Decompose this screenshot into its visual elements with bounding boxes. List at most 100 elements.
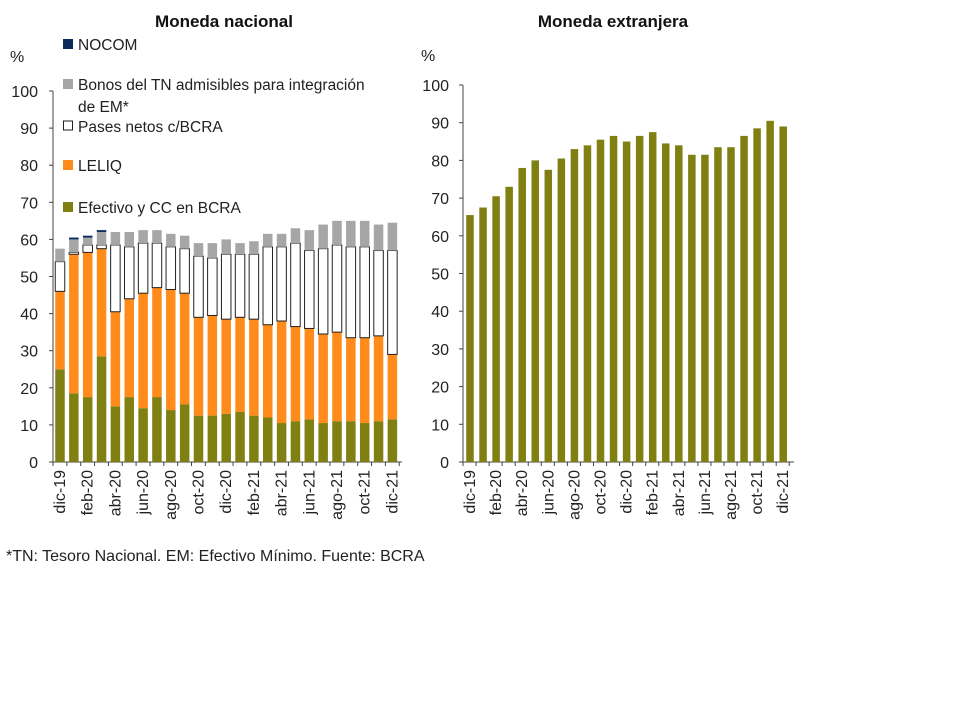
y-tick-label: 50 [431,267,449,284]
x-tick-label: feb-20 [488,470,505,515]
bar-bonos [166,233,176,247]
y-tick-label: 40 [431,304,449,321]
bar-pases [68,251,80,255]
bar-leliq [55,291,65,370]
bar-fx [583,145,592,462]
x-tick-label: oct-21 [357,470,374,515]
bar-efectivo [152,397,162,462]
y-tick-label: 70 [431,191,449,208]
bar-fx [557,158,566,462]
legend-label-bonos-line2: de EM* [78,99,129,116]
bar-pases [359,246,370,339]
bar-bonos [124,231,134,247]
bar-leliq [387,354,398,420]
bar-efectivo [263,417,273,462]
bar-efectivo [373,421,384,462]
bar-leliq [304,328,315,420]
x-tick-label: dic-21 [775,470,792,514]
bar-bonos [332,220,342,245]
bar-fx [662,143,670,462]
bar-pases [290,242,301,328]
bar-bonos [249,241,259,255]
bar-fx [492,196,500,462]
bar-efectivo [69,393,79,462]
y-tick-label: 0 [29,455,38,472]
bar-efectivo [96,356,107,462]
bar-bonos [69,239,79,253]
x-tick-label: abr-20 [107,470,124,516]
bar-pases [234,253,246,318]
bar-fx [518,167,526,462]
bar-pases [220,253,232,320]
bar-leliq [373,335,384,422]
bar-pases [207,257,218,316]
legend-label-bonos: Bonos del TN admisibles para integración [78,77,365,94]
x-tick-label: dic-19 [462,470,479,514]
bar-efectivo [221,413,231,462]
bar-leliq [263,324,273,418]
y-tick-label: 100 [422,78,449,95]
bar-efectivo [207,415,218,462]
y-tick-label: 90 [431,116,449,133]
x-tick-label: dic-19 [52,470,69,514]
bar-bonos [276,233,287,247]
x-tick-label: dic-20 [218,470,235,514]
y-tick-label: 90 [20,121,38,138]
bar-efectivo [82,397,93,462]
bar-efectivo [124,397,134,462]
bar-pases [331,244,343,333]
bar-leliq [152,287,162,398]
bar-efectivo [332,421,342,462]
bar-fx [688,154,696,462]
y-tick-label: 10 [20,418,38,435]
bar-bonos [96,231,107,245]
legend-swatch-bonos [63,79,73,89]
bar-pases [110,244,121,313]
chart-moneda-extranjera: Moneda extranjera% 0 10 20 30 40 50 60 70 80 90 100… [421,12,794,520]
bar-efectivo [276,423,287,462]
chart-title: Moneda extranjera [538,12,689,31]
y-tick-label: 80 [431,153,449,170]
bar-efectivo [318,423,328,462]
y-tick-label: 50 [20,270,38,287]
legend-label-pases: Pases netos c/BCRA [78,119,223,136]
bar-fx [479,207,487,462]
x-tick-label: dic-21 [384,470,401,514]
bar-efectivo [249,415,259,462]
chart-moneda-nacional: Moneda nacional% 0 10 20 30 40 50 60 70 80 90 100 di… [10,12,402,520]
bar-bonos [304,230,315,251]
bar-bonos [179,235,190,249]
bar-pases [304,250,315,329]
x-tick-label: jun-20 [135,470,152,516]
bar-nocom [96,230,107,232]
bar-leliq [290,326,301,422]
y-tick-label: 20 [431,380,449,397]
bar-bonos [152,230,162,244]
bar-fx [531,160,539,462]
bar-pases [137,242,149,294]
legend: NOCOM Bonos del TN admisibles para integr… [63,37,365,217]
bar-bonos [290,228,301,244]
bar-leliq [82,252,93,398]
y-tick-label: 100 [11,84,38,101]
x-tick-label: ago-21 [723,470,740,520]
bar-leliq [110,311,121,407]
bar-fx [622,141,631,463]
x-tick-label: abr-21 [274,470,291,516]
bar-pases [262,246,273,326]
bar-pases [179,248,190,294]
bar-leliq [207,315,218,416]
legend-swatch-leliq [63,160,73,170]
y-axis-unit: % [421,48,435,65]
x-tick-label: jun-20 [540,470,557,516]
x-tick-label: jun-21 [697,470,714,516]
bar-fx [727,147,735,462]
bar-bonos [346,220,356,247]
bar-pases [82,244,93,253]
y-tick-label: 60 [20,232,38,249]
x-tick-label: feb-20 [80,470,97,515]
legend-label-nocom: NOCOM [78,37,137,54]
bar-fx [635,135,644,462]
y-tick-label: 70 [20,195,38,212]
bar-bonos [193,243,204,257]
